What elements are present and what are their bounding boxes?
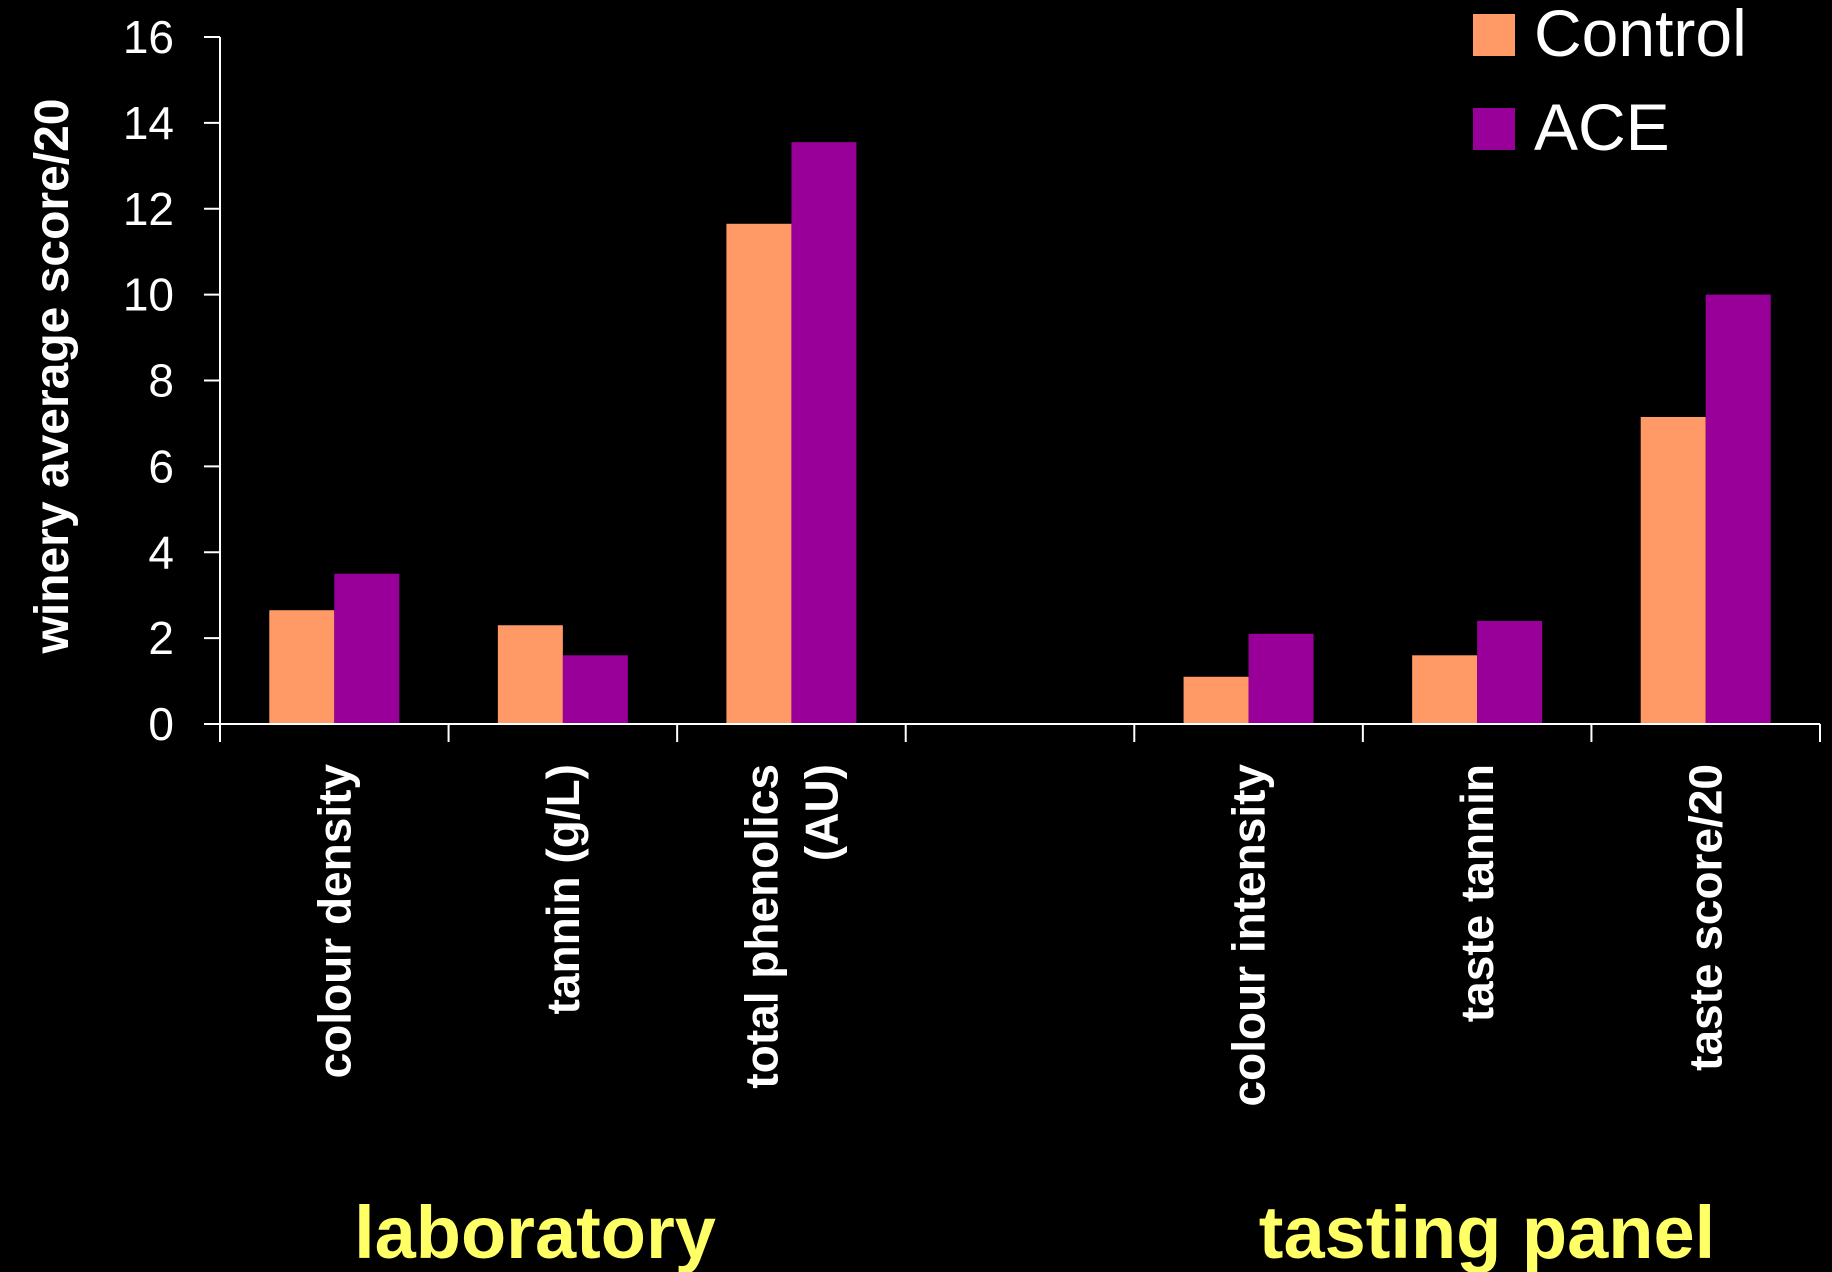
bar-ace <box>1705 294 1771 724</box>
y-tick-label: 8 <box>148 355 174 407</box>
y-tick-label: 10 <box>123 269 174 321</box>
group-labels: laboratory tasting panel <box>354 1191 1715 1272</box>
bar-control <box>1183 676 1249 724</box>
x-category-label: taste score/20 <box>1680 764 1732 1071</box>
x-category-label: total phenolics <box>735 764 787 1089</box>
x-ticks <box>219 724 1821 742</box>
x-category-label: taste tannin <box>1451 764 1503 1022</box>
bar-ace <box>334 573 400 724</box>
legend-label: ACE <box>1534 90 1670 164</box>
y-axis-label: winery average score/20 <box>26 98 79 654</box>
y-tick-label: 6 <box>148 440 174 492</box>
bar-control <box>497 625 563 724</box>
y-tick-label: 16 <box>123 11 174 63</box>
group-label: laboratory <box>354 1191 716 1272</box>
y-tick-label: 2 <box>148 612 174 664</box>
y-tick-label: 4 <box>148 526 174 578</box>
legend-label: Control <box>1534 0 1747 70</box>
x-category-label: tannin (g/L) <box>537 764 589 1014</box>
y-tick-label: 12 <box>123 183 174 235</box>
bar-ace <box>562 655 628 724</box>
legend: Control ACE <box>1473 0 1747 164</box>
y-tick-label: 14 <box>123 97 174 149</box>
bars <box>269 142 1771 724</box>
legend-swatch <box>1473 108 1515 150</box>
category-labels: colour density tannin (g/L) total phenolic… <box>308 764 1731 1107</box>
bar-ace <box>1248 633 1314 724</box>
bar-ace <box>1477 620 1543 724</box>
x-category-label: colour intensity <box>1223 764 1275 1107</box>
bar-control <box>269 610 335 724</box>
x-category-label: colour density <box>308 764 360 1079</box>
bar-ace <box>791 142 857 724</box>
bar-control <box>1412 655 1478 724</box>
group-label: tasting panel <box>1259 1191 1715 1272</box>
x-category-label: (AU) <box>795 764 847 861</box>
y-tick-label: 0 <box>148 698 174 750</box>
y-ticks: 0 2 4 6 8 10 12 14 16 <box>123 11 220 750</box>
bar-control <box>1640 416 1706 724</box>
bar-control <box>726 223 792 724</box>
legend-swatch <box>1473 14 1515 56</box>
